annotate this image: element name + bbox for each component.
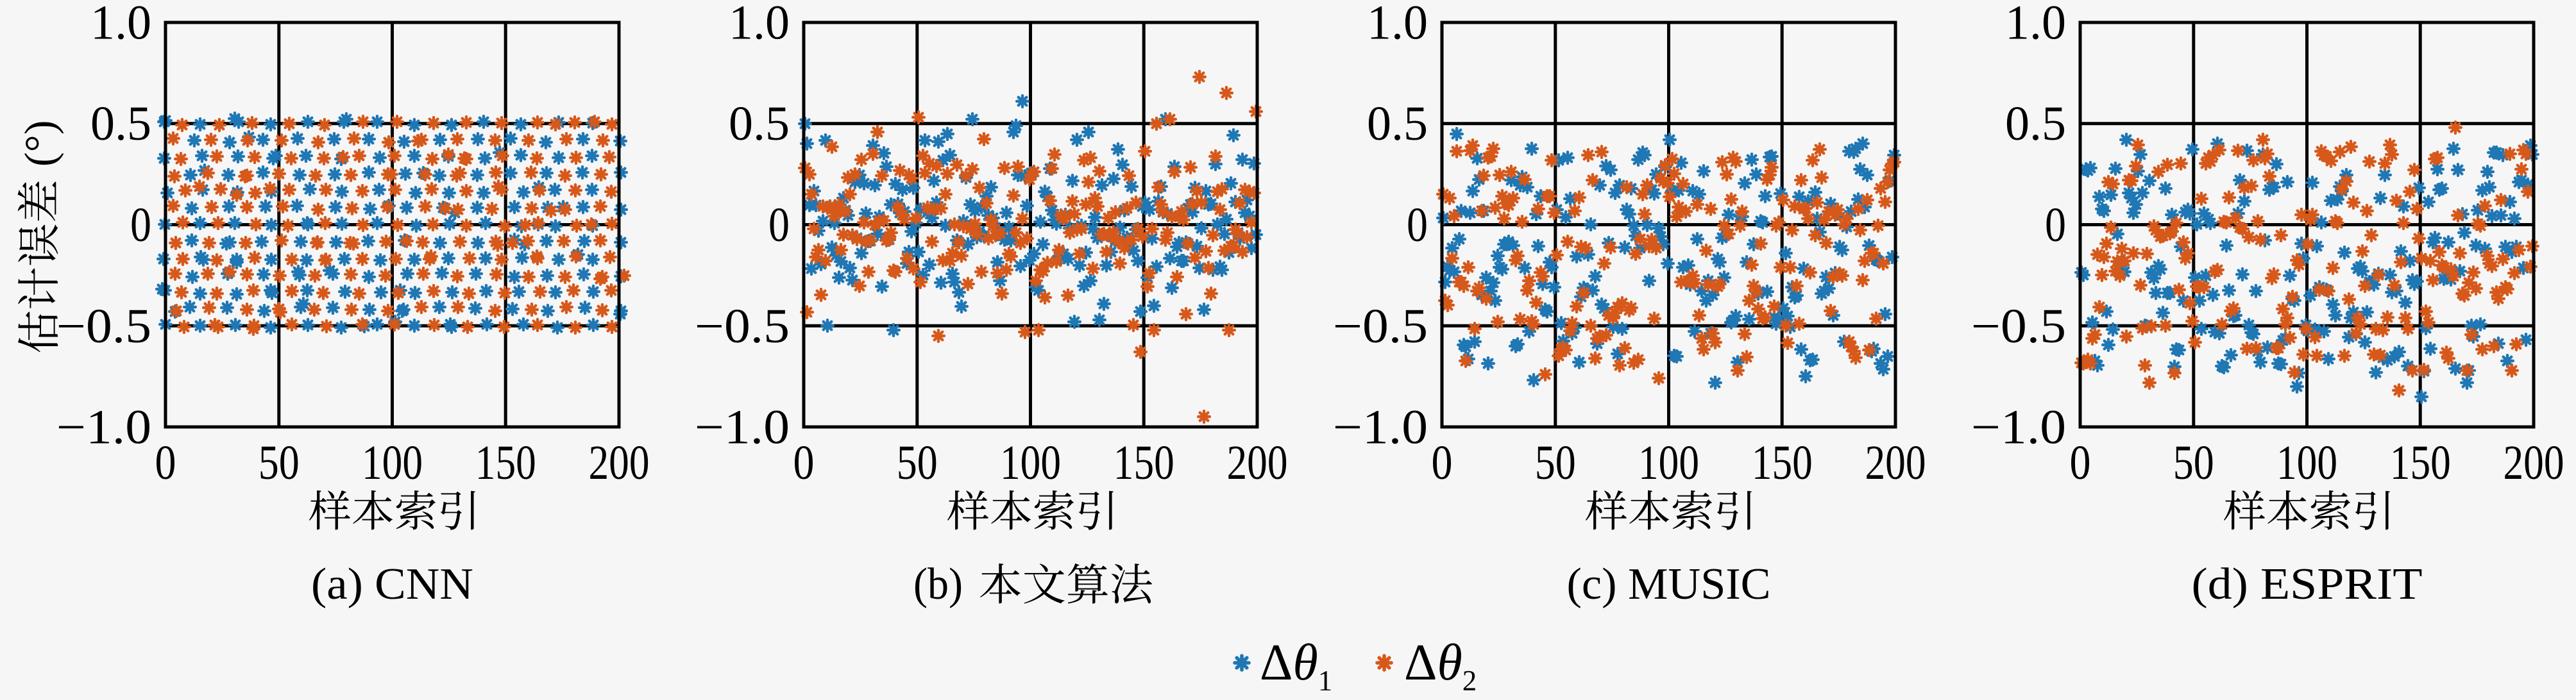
- svg-text:0: 0: [1432, 436, 1453, 490]
- svg-text:−0.5: −0.5: [56, 299, 151, 353]
- svg-text:200: 200: [2504, 436, 2564, 490]
- svg-text:0.5: 0.5: [1367, 97, 1428, 151]
- svg-text:1.0: 1.0: [729, 0, 790, 50]
- svg-text:−1.0: −1.0: [695, 401, 790, 454]
- svg-text:200: 200: [1227, 436, 1288, 490]
- svg-text:100: 100: [362, 436, 423, 490]
- svg-text:150: 150: [2390, 436, 2451, 490]
- svg-text:150: 150: [1752, 436, 1813, 490]
- svg-text:−1.0: −1.0: [1971, 401, 2066, 454]
- svg-text:(°): (°): [15, 121, 64, 167]
- svg-text:0: 0: [130, 198, 151, 252]
- svg-text:0.5: 0.5: [729, 97, 790, 151]
- svg-text:1.0: 1.0: [90, 0, 151, 50]
- svg-text:−1.0: −1.0: [56, 401, 151, 454]
- svg-text:0: 0: [2070, 436, 2091, 490]
- svg-text:100: 100: [1000, 436, 1061, 490]
- svg-text:150: 150: [1114, 436, 1174, 490]
- svg-text:0: 0: [1407, 198, 1428, 252]
- svg-text:−0.5: −0.5: [1333, 299, 1428, 353]
- svg-text:0: 0: [155, 436, 176, 490]
- svg-text:−0.5: −0.5: [1971, 299, 2066, 353]
- svg-text:50: 50: [258, 436, 300, 490]
- svg-text:0.5: 0.5: [90, 97, 151, 151]
- svg-text:0: 0: [768, 198, 790, 252]
- svg-text:1.0: 1.0: [2005, 0, 2066, 50]
- svg-text:50: 50: [2173, 436, 2214, 490]
- svg-text:0.5: 0.5: [2005, 97, 2066, 151]
- svg-text:0: 0: [2045, 198, 2066, 252]
- svg-text:(a) CNN: (a) CNN: [311, 560, 473, 609]
- svg-text:50: 50: [897, 436, 938, 490]
- svg-text:150: 150: [475, 436, 536, 490]
- svg-text:1.0: 1.0: [1367, 0, 1428, 50]
- svg-text:−1.0: −1.0: [1333, 401, 1428, 454]
- svg-text:0: 0: [793, 436, 815, 490]
- svg-text:−0.5: −0.5: [695, 299, 790, 353]
- svg-text:(c) MUSIC: (c) MUSIC: [1567, 560, 1771, 609]
- svg-text:100: 100: [2276, 436, 2337, 490]
- svg-text:(b): (b): [913, 560, 963, 609]
- svg-text:(d) ESPRIT: (d) ESPRIT: [2192, 560, 2423, 609]
- svg-text:200: 200: [1865, 436, 1926, 490]
- svg-text:200: 200: [589, 436, 650, 490]
- svg-text:50: 50: [1535, 436, 1576, 490]
- svg-text:100: 100: [1638, 436, 1699, 490]
